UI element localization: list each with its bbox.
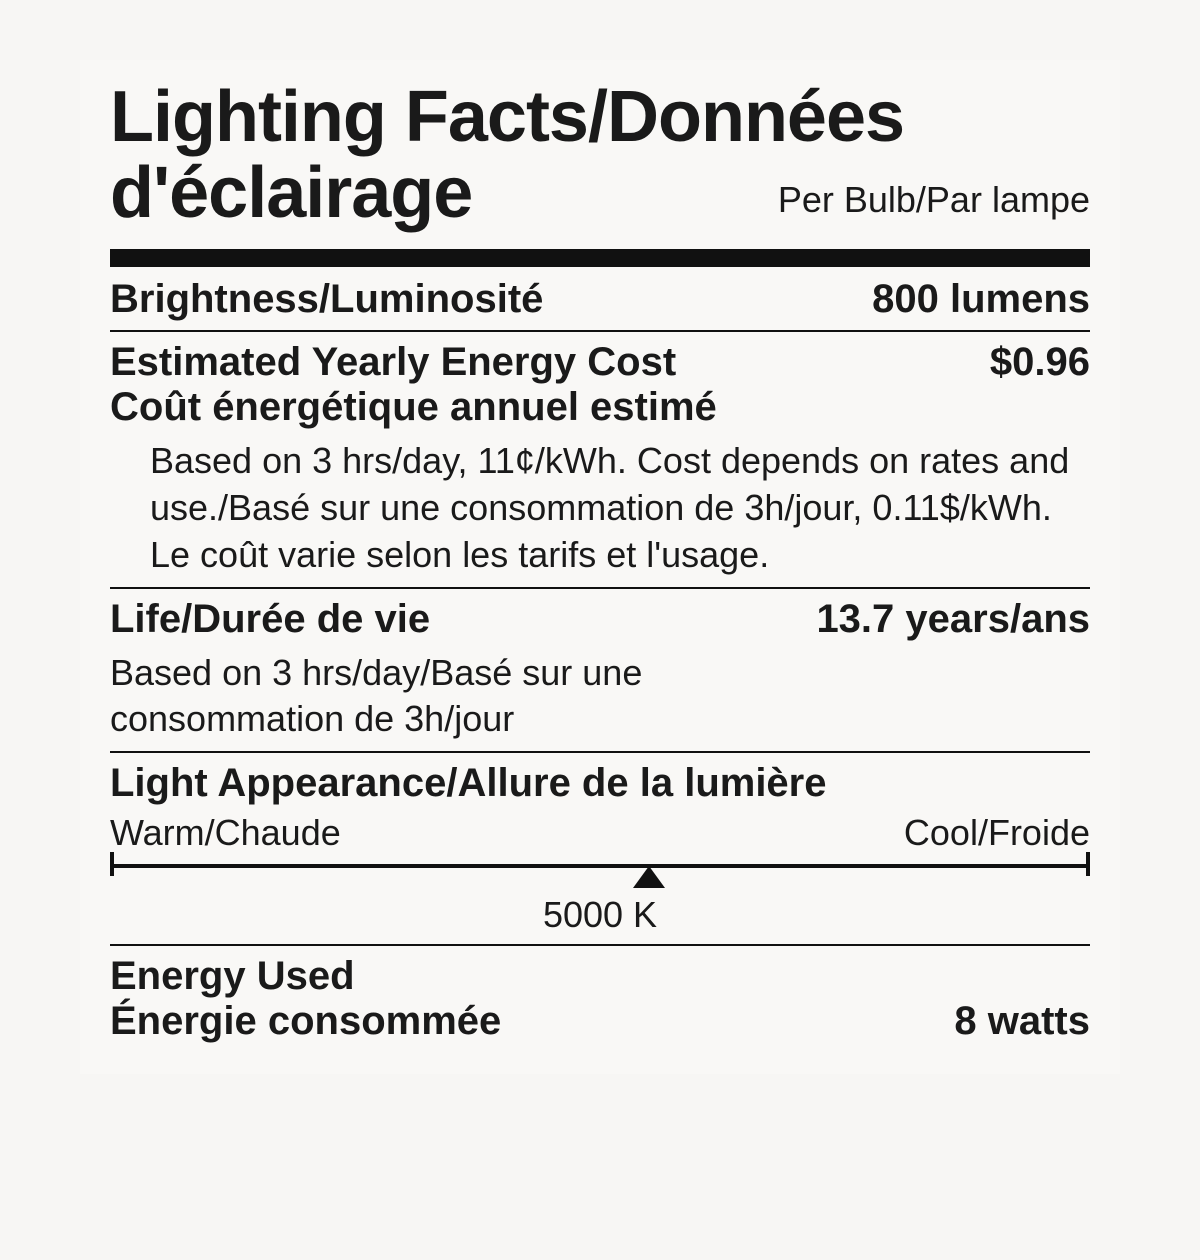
cost-value: $0.96: [990, 340, 1090, 385]
life-row: Life/Durée de vie 13.7 years/ans: [110, 597, 1090, 642]
scale-tick-right: [1086, 852, 1090, 876]
life-value: 13.7 years/ans: [816, 597, 1090, 642]
cool-label: Cool/Froide: [904, 812, 1090, 854]
lighting-facts-label: Lighting Facts/Données d'éclairage Per B…: [80, 60, 1120, 1074]
warm-label: Warm/Chaude: [110, 812, 341, 854]
brightness-label: Brightness/Luminosité: [110, 277, 543, 322]
rule: [110, 587, 1090, 589]
rule: [110, 751, 1090, 753]
cost-label-en: Estimated Yearly Energy Cost: [110, 340, 676, 385]
appearance-scale: Warm/Chaude Cool/Froide 5000 K: [110, 812, 1090, 936]
energy-row: Energy Used Énergie consommée 8 watts: [110, 954, 1090, 1044]
cost-row: Estimated Yearly Energy Cost $0.96: [110, 340, 1090, 385]
energy-label-fr: Énergie consommée: [110, 999, 501, 1044]
appearance-label: Light Appearance/Allure de la lumière: [110, 761, 1090, 806]
cost-detail: Based on 3 hrs/day, 11¢/kWh. Cost depend…: [150, 438, 1090, 578]
brightness-row: Brightness/Luminosité 800 lumens: [110, 277, 1090, 322]
thick-rule: [110, 249, 1090, 267]
scale-pointer: [633, 866, 665, 888]
energy-value: 8 watts: [954, 999, 1090, 1044]
brightness-value: 800 lumens: [872, 277, 1090, 322]
k-value: 5000 K: [110, 894, 1090, 936]
per-bulb: Per Bulb/Par lampe: [778, 179, 1090, 221]
scale-line: [110, 864, 1090, 868]
rule: [110, 944, 1090, 946]
energy-label-en: Energy Used: [110, 954, 501, 999]
rule: [110, 330, 1090, 332]
life-label: Life/Durée de vie: [110, 597, 430, 642]
cost-label-fr: Coût énergétique annuel estimé: [110, 385, 1090, 430]
life-detail: Based on 3 hrs/day/Basé sur une consomma…: [110, 650, 750, 744]
title-row: Lighting Facts/Données d'éclairage Per B…: [110, 80, 1090, 231]
